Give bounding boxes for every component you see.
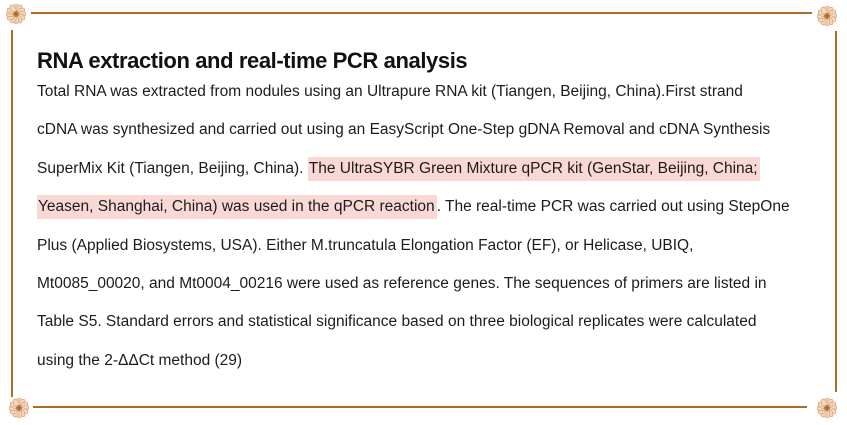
corner-flower-top-left-icon	[6, 4, 26, 24]
paragraph: Total RNA was extracted from nodules usi…	[37, 73, 790, 380]
frame-border-right	[835, 31, 837, 392]
text-line: Mt0085_00020, and Mt0004_00216 were used…	[37, 265, 790, 303]
text-segment: Plus (Applied Biosystems, USA). Either M…	[37, 236, 694, 254]
frame-border-top	[31, 12, 812, 14]
text-segment: cDNA was synthesized and carried out usi…	[37, 121, 771, 139]
text-segment: SuperMix Kit (Tiangen, Beijing, China).	[37, 159, 308, 177]
text-line: cDNA was synthesized and carried out usi…	[37, 111, 790, 149]
text-line: Table S5. Standard errors and statistica…	[37, 303, 790, 341]
corner-flower-bottom-right-icon	[817, 398, 837, 418]
text-line: Yeasen, Shanghai, China) was used in the…	[37, 188, 790, 226]
text-segment: using the 2-ΔΔCt method (29)	[37, 351, 243, 369]
section-title: RNA extraction and real-time PCR analysi…	[37, 47, 468, 73]
frame-border-left	[11, 30, 13, 397]
highlighted-text-segment: The UltraSYBR Green Mixture qPCR kit (Ge…	[307, 156, 760, 181]
text-line: using the 2-ΔΔCt method (29)	[37, 342, 790, 380]
text-segment: Mt0085_00020, and Mt0004_00216 were used…	[37, 274, 767, 292]
highlighted-text-segment: Yeasen, Shanghai, China) was used in the…	[37, 195, 437, 220]
text-line: Plus (Applied Biosystems, USA). Either M…	[37, 227, 790, 265]
frame-border-bottom	[33, 406, 807, 408]
text-line: SuperMix Kit (Tiangen, Beijing, China). …	[37, 150, 790, 188]
text-segment: Table S5. Standard errors and statistica…	[37, 313, 757, 331]
text-segment: . The real-time PCR was carried out usin…	[436, 198, 790, 216]
text-line: Total RNA was extracted from nodules usi…	[37, 73, 790, 111]
corner-flower-top-right-icon	[817, 6, 837, 26]
text-segment: Total RNA was extracted from nodules usi…	[37, 83, 743, 100]
corner-flower-bottom-left-icon	[9, 398, 29, 418]
